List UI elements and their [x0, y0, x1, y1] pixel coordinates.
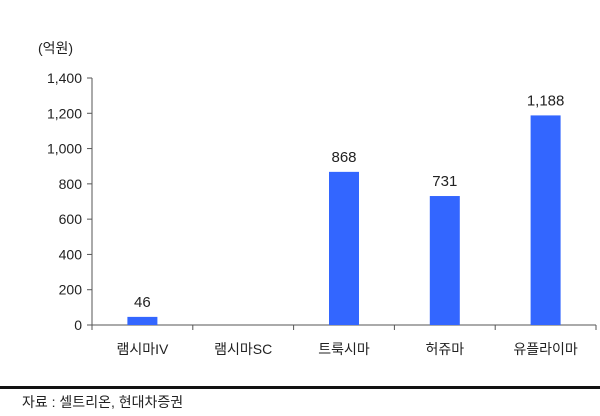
y-tick-label: 200 [59, 282, 83, 298]
x-tick-label: 트룩시마 [318, 341, 370, 357]
x-tick-label: 램시마SC [214, 341, 272, 357]
data-label: 731 [432, 173, 457, 190]
y-tick-label: 800 [59, 176, 83, 192]
bar [329, 171, 359, 325]
y-axis-unit-label: (억원) [38, 40, 74, 56]
bar-chart: 0 200 400 600 800 1,000 1,200 1,400 램시마IV 46 램시마SC… [47, 70, 597, 357]
x-tick-label: 허쥬마 [425, 341, 464, 357]
x-tick-label: 램시마IV [116, 341, 169, 357]
bar [127, 316, 158, 325]
x-tick-label: 유플라이마 [513, 341, 578, 357]
data-label: 1,188 [527, 92, 565, 109]
bar [429, 196, 460, 325]
source-note: 자료 : 셀트리온, 현대차증권 [22, 394, 184, 410]
divider [0, 386, 600, 389]
y-tick-label: 400 [59, 246, 83, 262]
bar [530, 115, 561, 325]
y-tick-label: 1,000 [47, 141, 82, 157]
y-tick-label: 1,400 [47, 70, 82, 86]
data-label: 868 [331, 149, 356, 166]
data-label: 46 [134, 294, 151, 311]
y-tick-label: 0 [74, 317, 82, 333]
y-tick-label: 600 [59, 211, 83, 227]
y-tick-label: 1,200 [47, 105, 82, 121]
